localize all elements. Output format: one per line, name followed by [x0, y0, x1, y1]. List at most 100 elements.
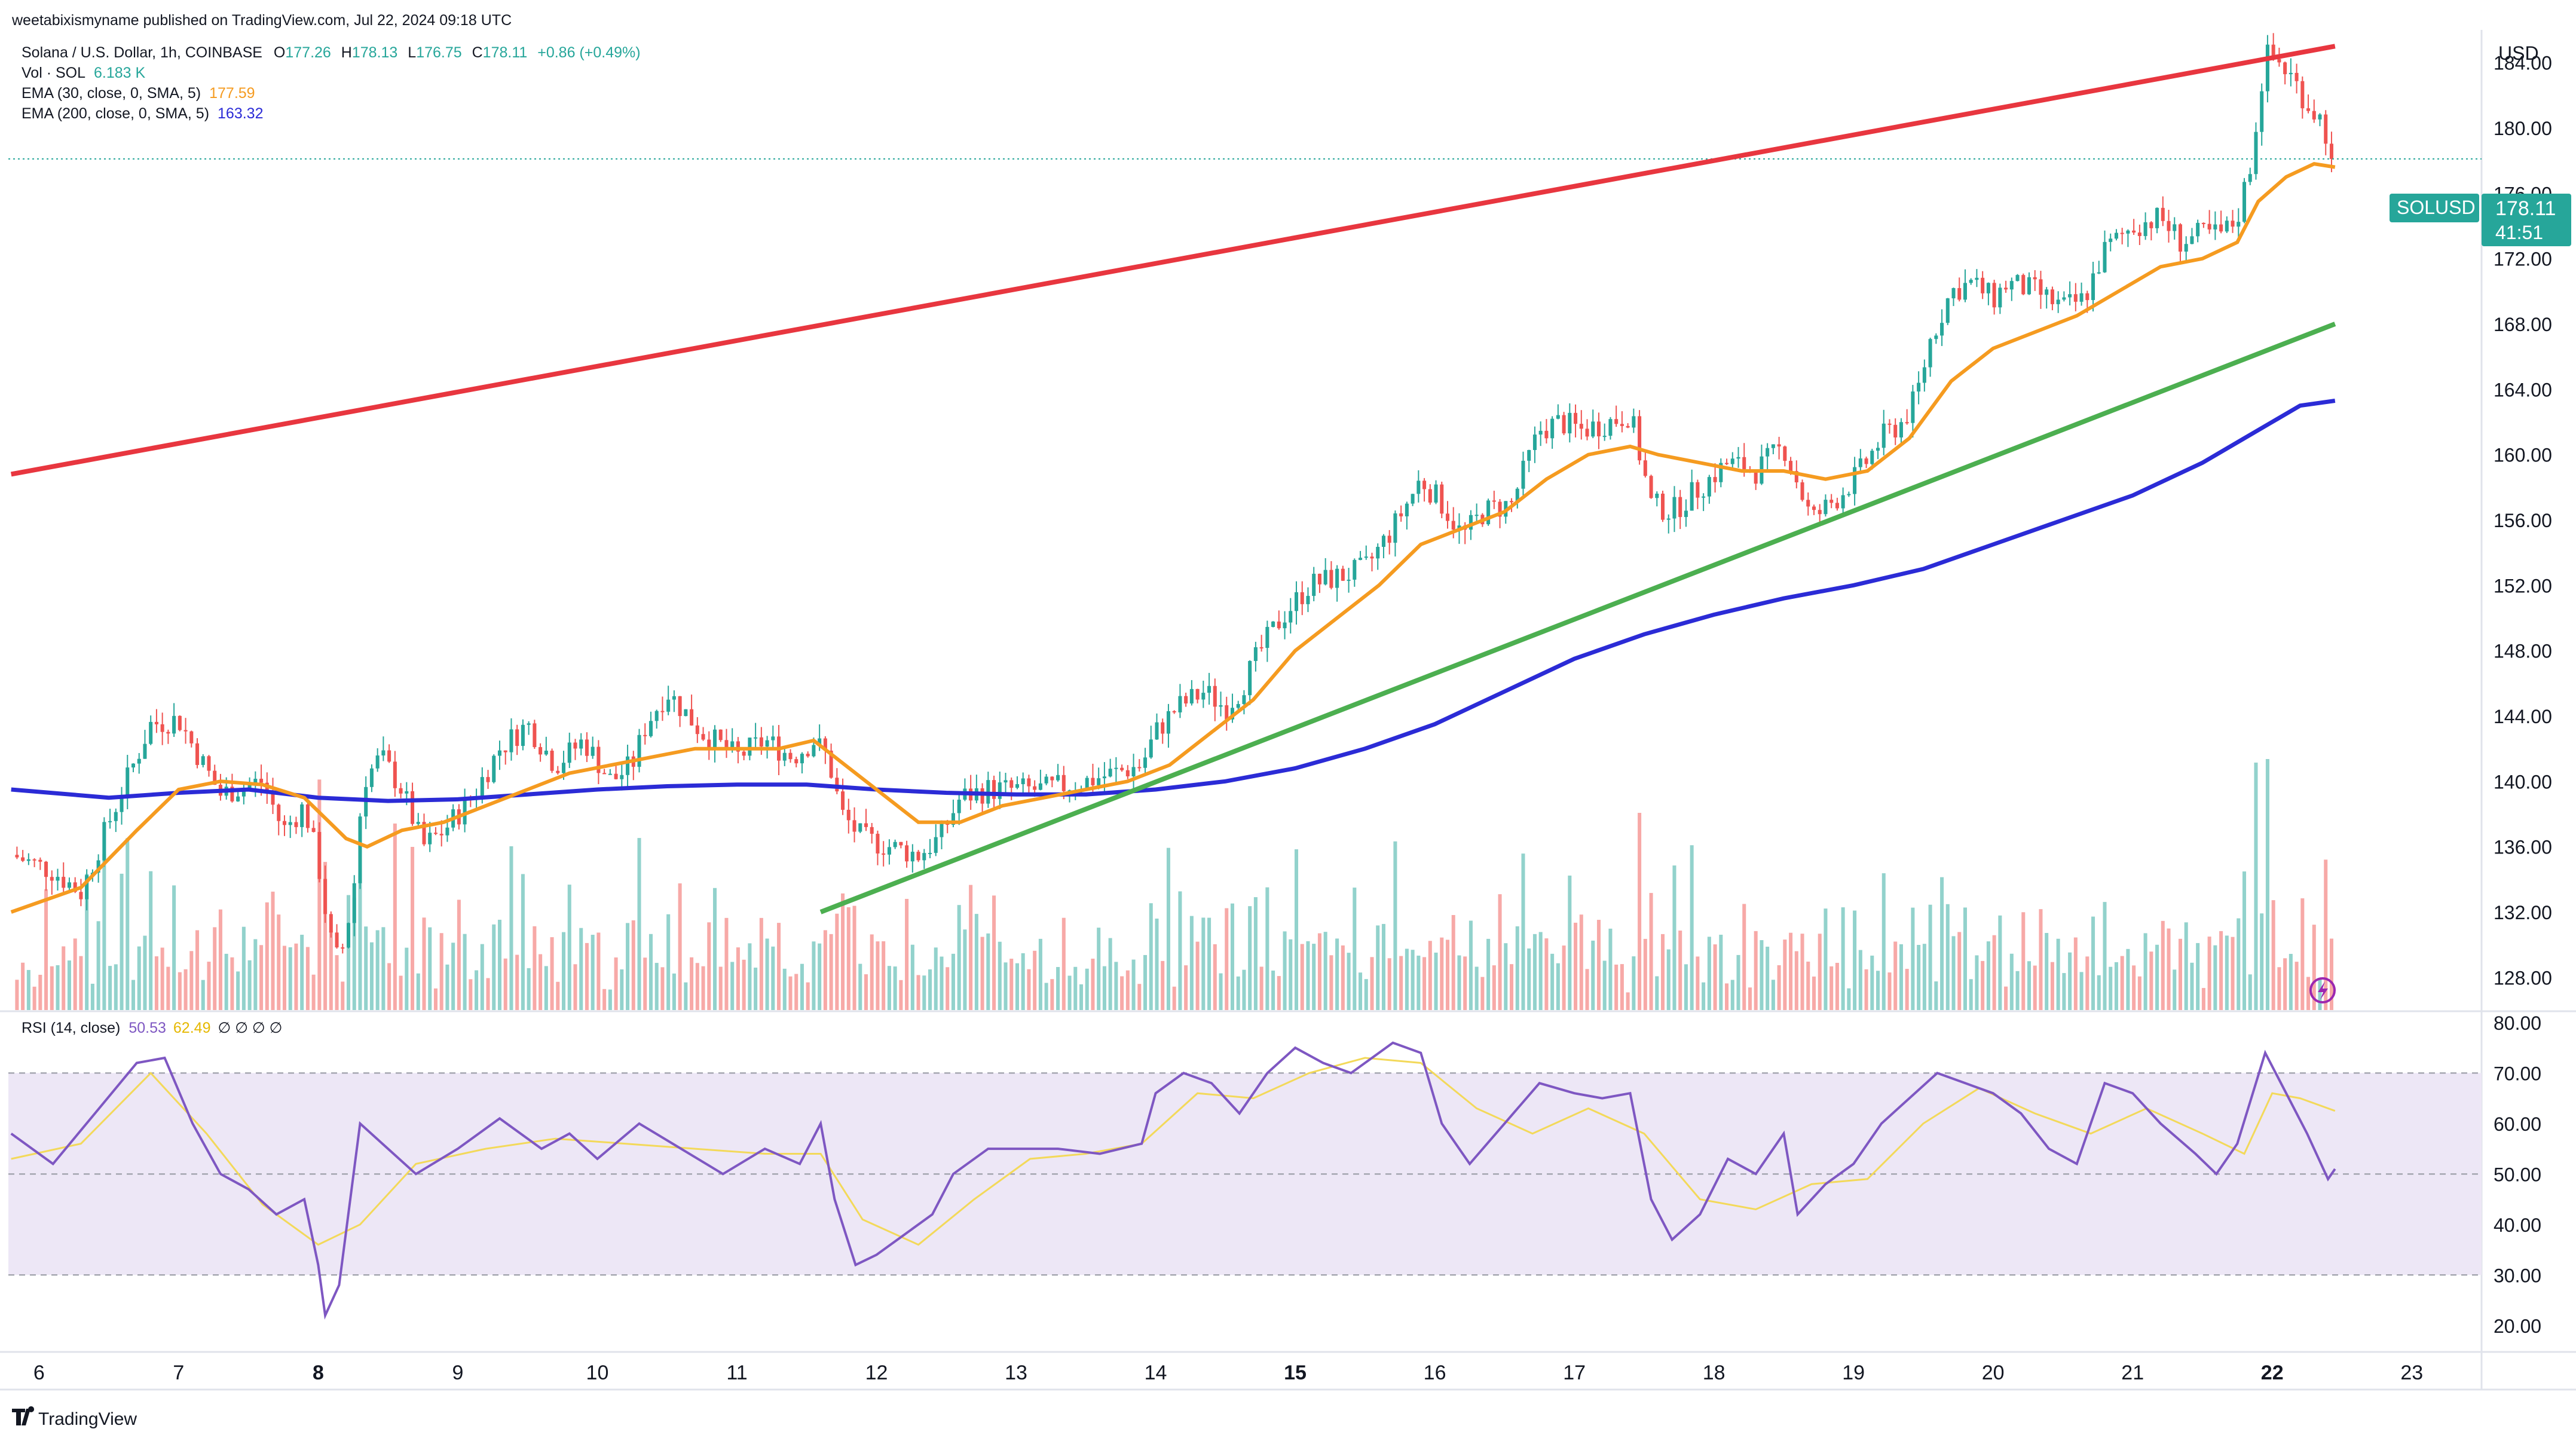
- ema200-label: EMA (200, close, 0, SMA, 5): [22, 105, 209, 122]
- volume-bar: [369, 942, 374, 1010]
- volume-bar: [539, 954, 543, 1010]
- volume-bar: [1736, 954, 1740, 1010]
- volume-bar: [1468, 920, 1473, 1010]
- candle: [648, 711, 653, 738]
- volume-bar: [1702, 982, 1706, 1010]
- volume-bar: [1038, 938, 1042, 1010]
- candle: [1515, 487, 1519, 509]
- candle: [893, 839, 897, 849]
- candle: [1986, 282, 1990, 305]
- volume-bar: [1568, 876, 1572, 1010]
- candle: [864, 809, 868, 831]
- candle: [1381, 534, 1385, 559]
- candle: [1812, 504, 1816, 515]
- candle: [806, 751, 810, 758]
- support-trendline[interactable]: [819, 322, 2336, 914]
- volume-bar: [358, 873, 362, 1010]
- volume-bar: [718, 966, 723, 1010]
- candle: [998, 771, 1002, 809]
- volume-bar: [253, 939, 258, 1010]
- volume-bar: [241, 926, 246, 1010]
- volume-bar: [1428, 941, 1432, 1010]
- currency-label[interactable]: USD: [2498, 42, 2539, 64]
- candle: [567, 732, 571, 769]
- volume-bar: [1632, 956, 1636, 1010]
- candle: [32, 858, 36, 867]
- volume-bar: [131, 980, 136, 1010]
- volume-bar: [1335, 938, 1339, 1010]
- volume-bar: [1225, 908, 1229, 1010]
- candle: [940, 820, 944, 849]
- time-axis[interactable]: 6 7 8 9 10 11 12 13 14 15 16 17 18 19 20 21 22 23: [33, 1361, 2423, 1384]
- volume-bar: [2027, 961, 2032, 1010]
- resistance-trendline[interactable]: [10, 44, 2336, 477]
- volume-bar: [858, 963, 862, 1010]
- candle: [236, 792, 240, 802]
- candle: [1928, 338, 1932, 377]
- volume-bar: [1940, 877, 1944, 1010]
- candle: [277, 803, 281, 836]
- volume-bar: [1149, 903, 1153, 1010]
- published-line: weetabixismyname published on TradingVie…: [11, 12, 512, 29]
- candle: [1370, 552, 1374, 572]
- candle: [2109, 233, 2113, 252]
- volume-bar: [2173, 969, 2177, 1010]
- volume-bar: [922, 975, 926, 1010]
- volume-bar: [812, 941, 816, 1010]
- volume-bar: [1381, 923, 1385, 1010]
- symbol-line: Solana / U.S. Dollar, 1h, COINBASE: [22, 44, 262, 61]
- candle: [1178, 684, 1182, 718]
- volume-bar: [800, 963, 804, 1010]
- time-tick: 21: [2121, 1361, 2144, 1384]
- candle: [2009, 277, 2014, 301]
- candle: [1672, 486, 1676, 533]
- candle: [1847, 491, 1851, 497]
- volume-bar: [1271, 970, 1275, 1010]
- volume-bar: [1690, 845, 1694, 1010]
- candle: [701, 727, 705, 741]
- volume-bar: [79, 956, 83, 1010]
- candle: [1911, 384, 1915, 438]
- candle: [1259, 635, 1263, 652]
- volume-bar: [2068, 952, 2072, 1010]
- candle: [411, 782, 415, 826]
- volume-bar: [1283, 931, 1287, 1010]
- candle: [829, 743, 833, 779]
- volume-bar: [946, 967, 950, 1010]
- lightning-icon[interactable]: [2309, 977, 2336, 1003]
- rsi-axis[interactable]: 80.00 70.00 60.00 50.00 40.00 30.00 20.00: [2494, 1012, 2541, 1337]
- candle: [137, 752, 141, 774]
- candle: [1899, 418, 1903, 445]
- volume-bar: [1864, 969, 1868, 1010]
- volume-bar: [346, 895, 351, 1010]
- candle: [1562, 412, 1566, 436]
- candle: [62, 862, 66, 895]
- candle: [108, 809, 112, 829]
- candle: [131, 763, 136, 773]
- volume-bar: [1370, 957, 1374, 1010]
- volume-bar: [1440, 937, 1444, 1010]
- candle: [1550, 416, 1555, 449]
- candle: [323, 865, 328, 923]
- volume-bar: [341, 981, 345, 1010]
- volume-bar: [835, 913, 839, 1010]
- volume-bar: [469, 979, 473, 1010]
- volume-bar: [317, 779, 322, 1010]
- volume-bar: [684, 982, 688, 1010]
- candle: [620, 764, 624, 791]
- volume-bar: [1742, 904, 1746, 1010]
- candle: [2143, 212, 2147, 240]
- candle: [2050, 286, 2054, 311]
- rsi-value: 50.53: [129, 1020, 166, 1036]
- price-axis[interactable]: 184.00180.00176.00172.00168.00164.00160.…: [2494, 53, 2552, 989]
- volume-bar: [882, 941, 886, 1010]
- tradingview-logo[interactable]: TradingView: [12, 1406, 137, 1429]
- candle: [800, 752, 804, 774]
- candle: [1766, 443, 1770, 470]
- candle: [1981, 271, 1985, 299]
- volume-bar: [1033, 950, 1037, 1010]
- volume-bar: [1725, 983, 1729, 1010]
- volume-bar: [1079, 984, 1084, 1010]
